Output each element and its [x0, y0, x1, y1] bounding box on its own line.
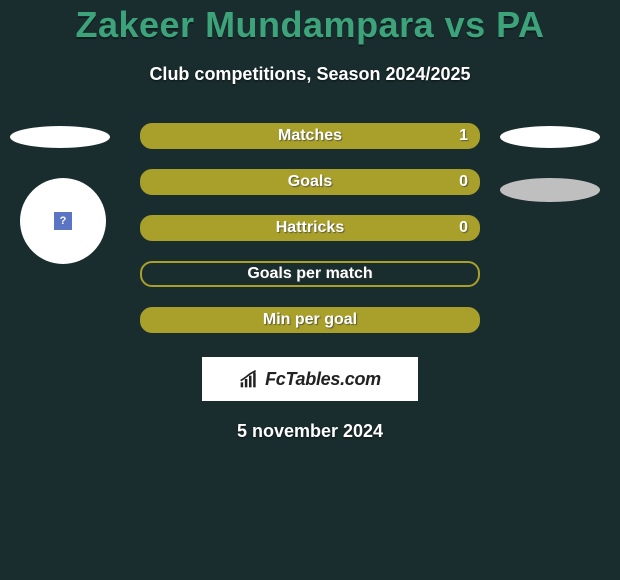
date-text: 5 november 2024 — [0, 421, 620, 442]
page-title: Zakeer Mundampara vs PA — [0, 4, 620, 46]
stat-label: Goals per match — [247, 265, 372, 283]
stat-label: Matches — [278, 127, 342, 145]
stat-value-right: 1 — [459, 127, 468, 145]
brand-box: FcTables.com — [202, 357, 418, 401]
avatar-placeholder: ? — [20, 178, 106, 264]
stat-row-goals: Goals 0 — [140, 169, 480, 195]
stat-row-min-per-goal: Min per goal — [140, 307, 480, 333]
stat-label: Min per goal — [263, 311, 357, 329]
avatar-missing-glyph: ? — [60, 215, 67, 227]
brand-text: FcTables.com — [265, 369, 381, 390]
stat-row-goals-per-match: Goals per match — [140, 261, 480, 287]
stat-row-hattricks: Hattricks 0 — [140, 215, 480, 241]
decorative-ellipse-right-2 — [500, 178, 600, 202]
subtitle: Club competitions, Season 2024/2025 — [0, 64, 620, 85]
decorative-ellipse-left-1 — [10, 126, 110, 148]
stat-value-right: 0 — [459, 219, 468, 237]
avatar-missing-icon: ? — [54, 212, 72, 230]
stat-label: Hattricks — [276, 219, 344, 237]
stat-row-matches: Matches 1 — [140, 123, 480, 149]
stat-label: Goals — [288, 173, 332, 191]
stat-value-right: 0 — [459, 173, 468, 191]
brand-signal-icon — [239, 369, 259, 389]
decorative-ellipse-right-1 — [500, 126, 600, 148]
